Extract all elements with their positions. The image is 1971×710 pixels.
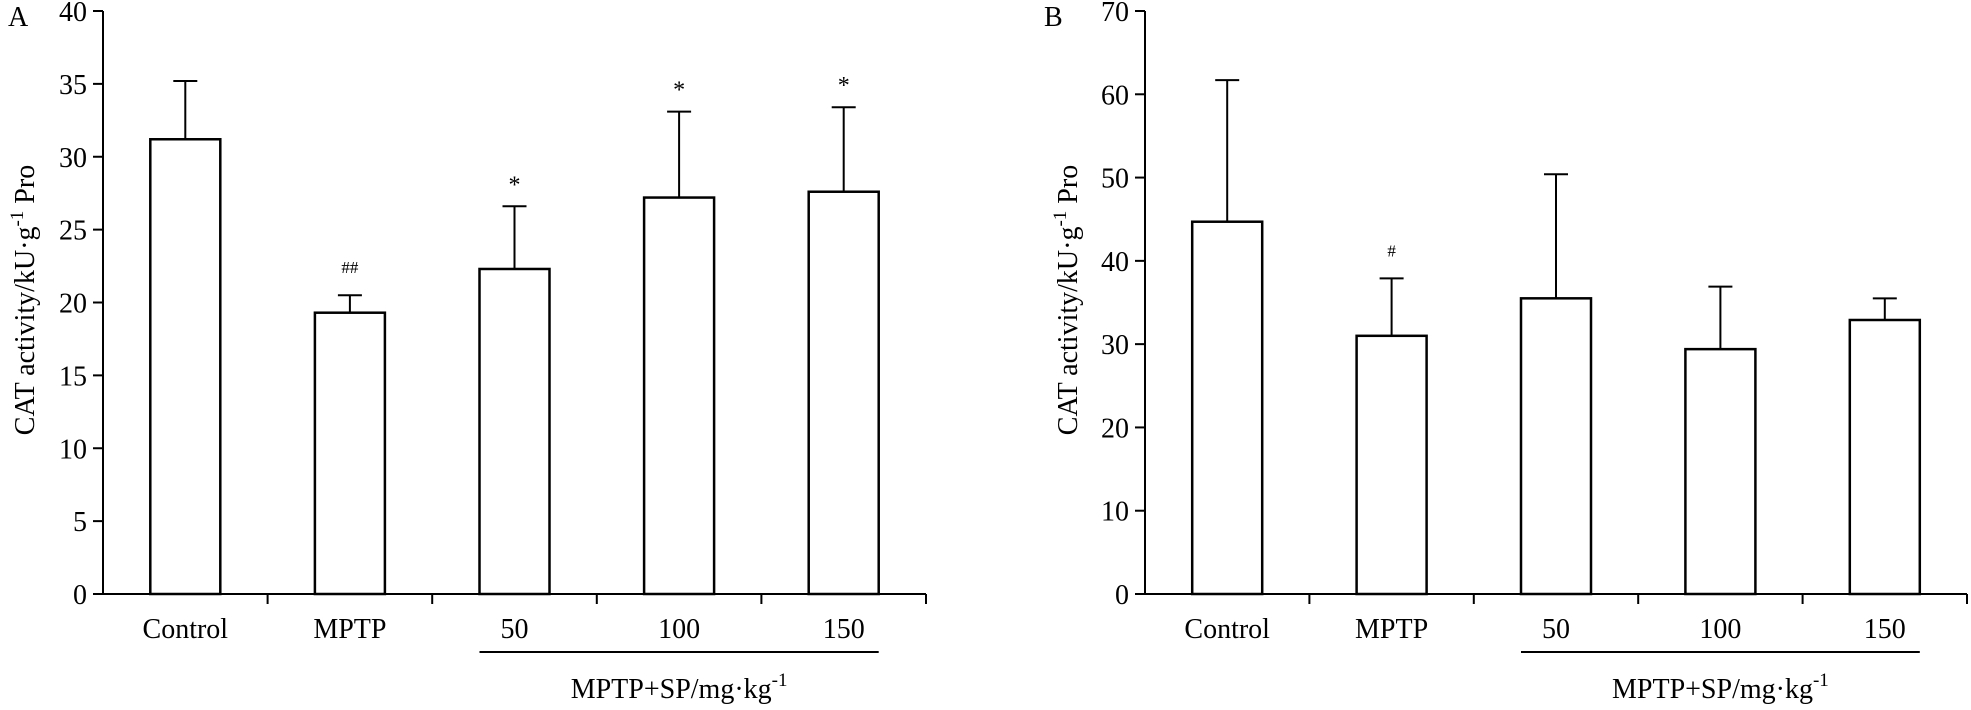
significance-marker: * [838,73,850,99]
y-tick-label: 20 [59,289,87,320]
category-label: 100 [1699,614,1741,645]
bar [1190,220,1264,596]
y-tick-label: 50 [1101,164,1129,195]
y-tick-label: 60 [1101,80,1129,111]
bar [149,138,222,596]
category-label: MPTP [1355,614,1428,645]
y-tick-label: 0 [73,580,87,611]
panel-letter: B [1044,2,1063,33]
y-axis-title-main: CAT activity/kU·g [1053,227,1084,436]
group-label-superscript: -1 [1813,670,1829,691]
group-label-main: MPTP+SP/mg·kg [1612,674,1813,705]
category-label: 100 [658,614,700,645]
bar [642,196,716,596]
y-tick-label: 25 [59,216,87,247]
bar [1519,297,1593,596]
category-label: 50 [1542,614,1570,645]
group-label-superscript: -1 [772,670,788,691]
bar [807,190,880,596]
group-label: MPTP+SP/mg·kg-1 [1612,670,1829,705]
y-tick-label: 10 [59,434,87,465]
y-tick-label: 35 [59,70,87,101]
category-label: 150 [1864,614,1906,645]
y-tick-label: 0 [1115,580,1129,611]
y-axis-title-main: CAT activity/kU·g [10,227,41,436]
significance-marker: * [673,78,685,104]
y-tick-label: 40 [1101,247,1129,278]
group-label-main: MPTP+SP/mg·kg [571,674,772,705]
panel-b: B 0 10 20 30 40 50 60 70 Control # MPTP 50 100 150 CAT… [1044,0,1968,705]
y-axis-title: CAT activity/kU·g-1 Pro [1050,165,1084,435]
category-label: MPTP [313,614,386,645]
y-tick-label: 70 [1101,0,1129,28]
y-tick-label: 10 [1101,497,1129,528]
y-tick-label: 30 [1101,330,1129,361]
bar [1355,334,1428,596]
category-label: Control [143,614,229,645]
y-tick-label: 40 [59,0,87,28]
y-tick-label: 5 [73,507,87,538]
y-axis-title-suffix: Pro [10,165,41,211]
y-axis-title: CAT activity/kU·g-1 Pro [7,165,41,435]
panel-letter: A [8,2,29,33]
panel-a: A 0 5 10 15 20 25 30 35 40 Control ## MPTP * 50 * 100 * 1… [7,0,927,705]
group-label: MPTP+SP/mg·kg-1 [571,670,788,705]
y-tick-label: 30 [59,143,87,174]
significance-marker: * [509,172,521,198]
y-tick-label: 20 [1101,413,1129,444]
category-label: 150 [823,614,865,645]
bar [1848,318,1922,596]
significance-marker: # [1387,241,1396,260]
category-label: 50 [501,614,529,645]
y-tick-label: 15 [59,361,87,392]
category-label: Control [1184,614,1270,645]
y-axis-title-superscript: -1 [1050,211,1071,227]
significance-marker: ## [341,258,359,277]
y-axis-title-superscript: -1 [7,211,28,227]
bar [313,311,387,596]
bar [478,267,551,596]
bar [1684,347,1757,596]
y-axis-title-suffix: Pro [1053,165,1084,211]
